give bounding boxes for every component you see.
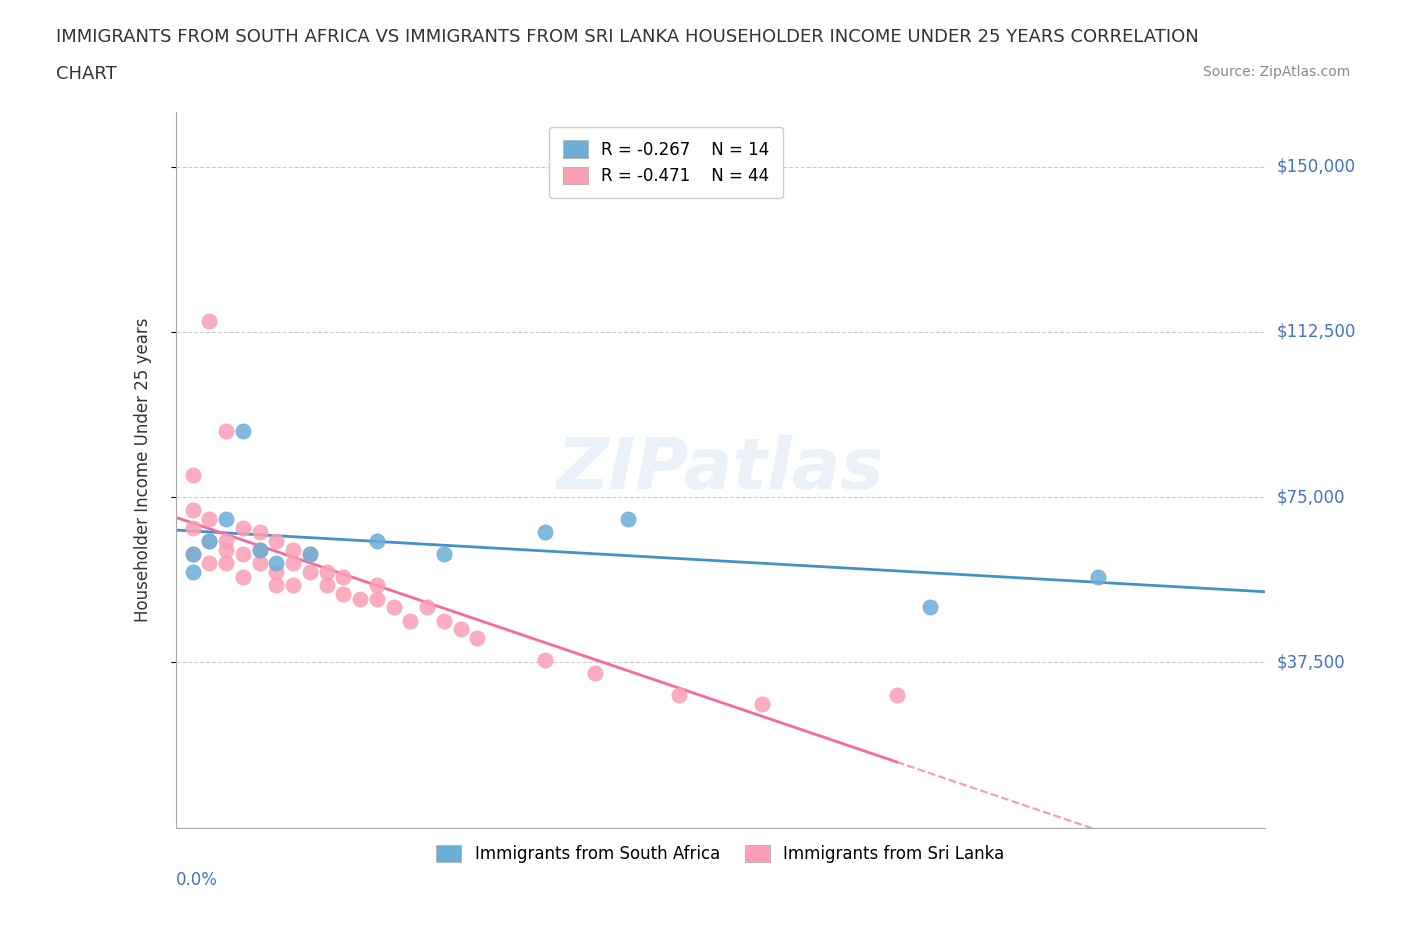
Text: 0.0%: 0.0% [176,870,218,889]
Point [232,569,254,584]
Point [198,556,221,571]
Point [298,547,321,562]
Point [249,556,271,571]
Text: IMMIGRANTS FROM SOUTH AFRICA VS IMMIGRANTS FROM SRI LANKA HOUSEHOLDER INCOME UND: IMMIGRANTS FROM SOUTH AFRICA VS IMMIGRAN… [56,28,1199,46]
Point [533,525,555,540]
Point [281,578,304,592]
Point [215,556,238,571]
Point [198,313,221,328]
Point [349,591,371,606]
Point [215,512,238,526]
Point [215,534,238,549]
Point [266,556,288,571]
Point [298,565,321,579]
Text: CHART: CHART [56,65,117,83]
Point [315,578,337,592]
Point [751,697,773,711]
Point [416,600,439,615]
Text: $150,000: $150,000 [1277,158,1355,176]
Point [266,578,288,592]
Point [215,424,238,439]
Point [298,547,321,562]
Point [1087,569,1109,584]
Text: $37,500: $37,500 [1277,654,1346,671]
Y-axis label: Householder Income Under 25 years: Householder Income Under 25 years [134,317,152,622]
Point [281,542,304,557]
Point [181,521,204,536]
Point [366,534,388,549]
Point [382,600,405,615]
Point [920,600,942,615]
Point [181,547,204,562]
Point [249,542,271,557]
Point [315,565,337,579]
Point [332,569,354,584]
Legend: Immigrants from South Africa, Immigrants from Sri Lanka: Immigrants from South Africa, Immigrants… [430,838,1011,870]
Text: ZIPatlas: ZIPatlas [557,435,884,504]
Point [583,666,606,681]
Point [366,578,388,592]
Point [215,542,238,557]
Point [232,521,254,536]
Point [617,512,640,526]
Point [181,547,204,562]
Point [281,556,304,571]
Point [399,613,422,628]
Point [433,547,456,562]
Text: $112,500: $112,500 [1277,323,1355,341]
Point [181,468,204,483]
Point [198,512,221,526]
Point [266,565,288,579]
Point [198,534,221,549]
Point [249,525,271,540]
Point [266,534,288,549]
Point [232,424,254,439]
Point [467,631,489,645]
Point [366,591,388,606]
Point [886,688,908,703]
Point [668,688,690,703]
Point [450,622,472,637]
Point [181,565,204,579]
Point [332,587,354,602]
Text: $75,000: $75,000 [1277,488,1346,506]
Point [433,613,456,628]
Point [533,653,555,668]
Point [181,503,204,518]
Text: Source: ZipAtlas.com: Source: ZipAtlas.com [1202,65,1350,79]
Point [249,542,271,557]
Point [232,547,254,562]
Point [198,534,221,549]
